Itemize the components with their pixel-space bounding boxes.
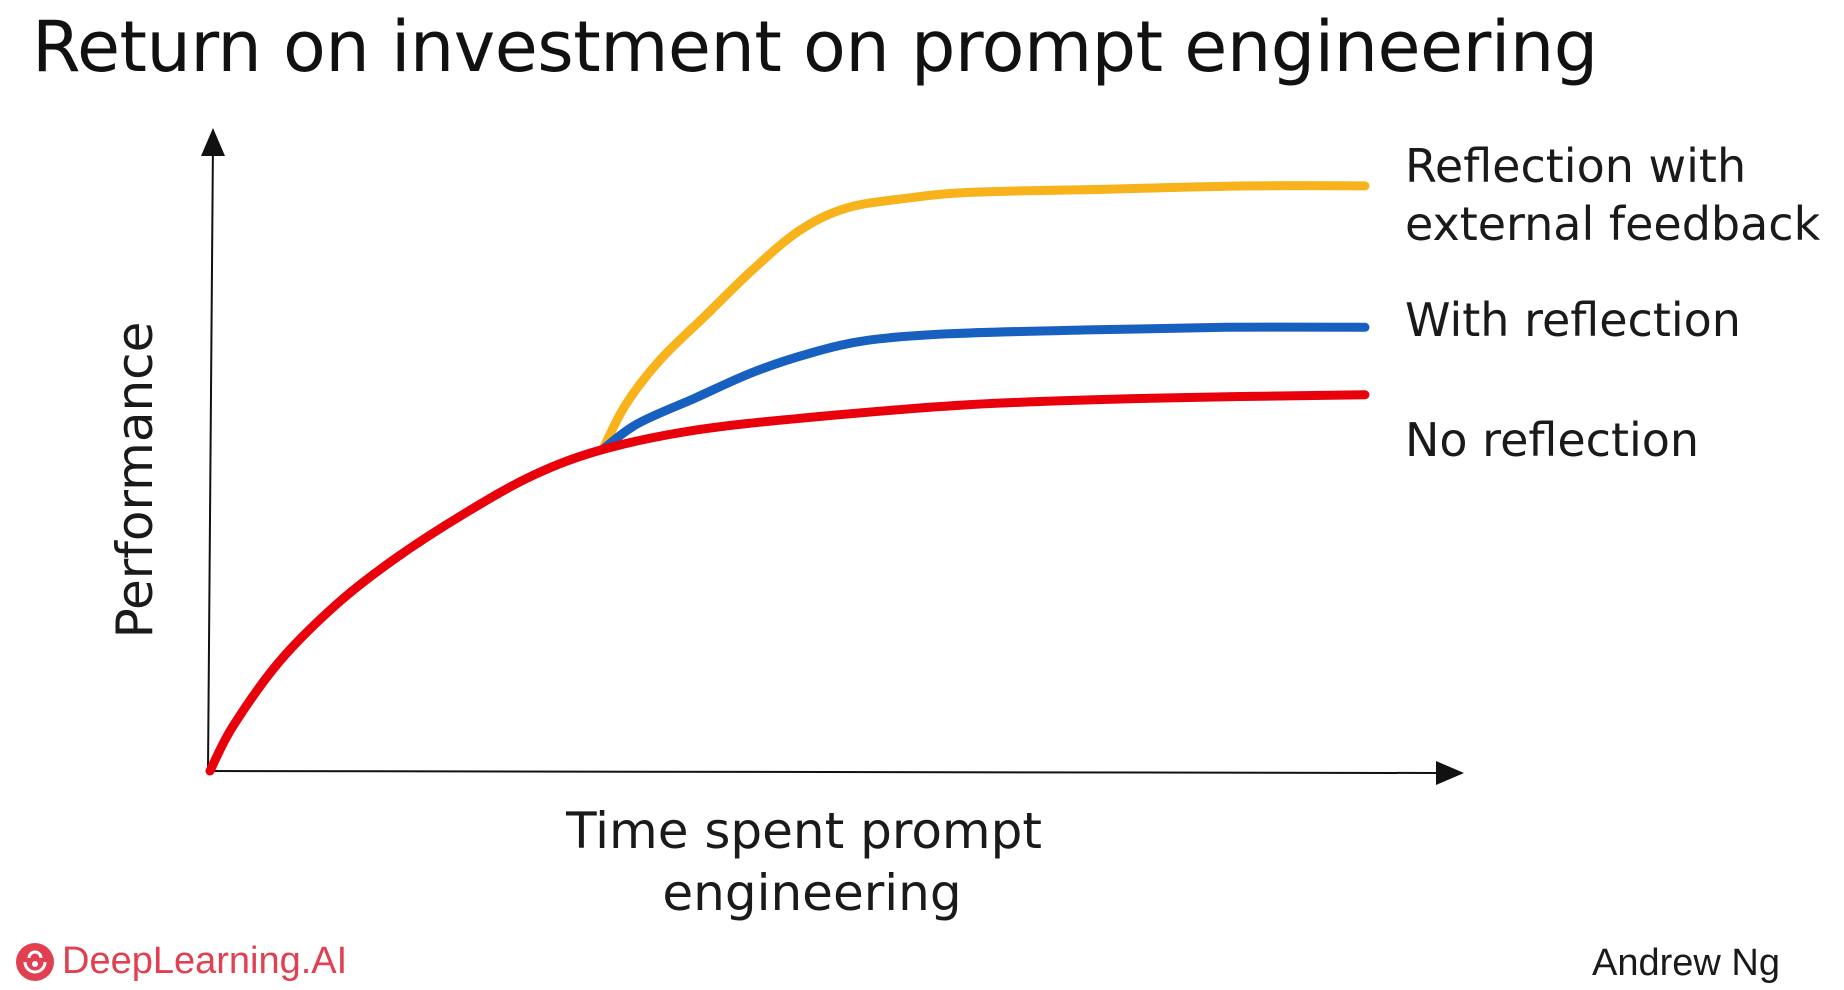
brain-icon bbox=[16, 942, 54, 981]
chart: Reflection with external feedback With r… bbox=[106, 128, 1821, 922]
legend-label-feedback-line1: Reflection with bbox=[1405, 139, 1746, 193]
legend-label-feedback-line2: external feedback bbox=[1405, 197, 1821, 251]
series-line-no-reflection bbox=[205, 390, 1370, 776]
series-line-reflection-external-feedback bbox=[598, 181, 1370, 454]
legend-label-no-reflection: No reflection bbox=[1405, 413, 1699, 467]
slide-title: Return on investment on prompt engineeri… bbox=[32, 6, 1598, 88]
legend-label-with-reflection: With reflection bbox=[1405, 293, 1741, 347]
x-axis-label-line1: Time spent prompt bbox=[565, 802, 1042, 860]
brand-logo: DeepLearning.AI bbox=[14, 940, 347, 983]
author-name: Andrew Ng bbox=[1592, 942, 1780, 984]
y-axis-label: Performance bbox=[106, 322, 164, 639]
legend-label-feedback: Reflection with external feedback bbox=[1405, 139, 1821, 251]
x-axis bbox=[207, 770, 1437, 774]
x-axis-arrowhead bbox=[1436, 761, 1464, 785]
series-line-with-reflection bbox=[598, 322, 1370, 454]
series-layer bbox=[205, 181, 1370, 776]
x-axis-label: Time spent prompt engineering bbox=[565, 802, 1058, 922]
brand-name: DeepLearning.AI bbox=[62, 940, 348, 982]
y-axis-arrowhead bbox=[201, 128, 225, 156]
y-axis bbox=[207, 139, 214, 772]
x-axis-label-line2: engineering bbox=[662, 864, 961, 922]
